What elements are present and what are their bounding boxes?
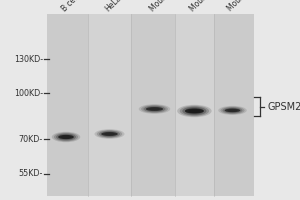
Ellipse shape <box>58 135 74 139</box>
Text: 70KD-: 70KD- <box>19 134 43 144</box>
Ellipse shape <box>61 135 71 139</box>
Ellipse shape <box>58 134 74 140</box>
Text: 130KD-: 130KD- <box>14 54 43 64</box>
FancyBboxPatch shape <box>175 14 214 196</box>
FancyBboxPatch shape <box>214 14 254 196</box>
Ellipse shape <box>223 107 242 114</box>
Ellipse shape <box>104 132 115 136</box>
Ellipse shape <box>101 132 118 136</box>
Text: Mouse brain: Mouse brain <box>148 0 188 13</box>
Ellipse shape <box>185 109 204 113</box>
Ellipse shape <box>94 129 124 139</box>
Text: Mouse kidney: Mouse kidney <box>226 0 270 13</box>
Ellipse shape <box>177 105 212 117</box>
Text: Mouse liver: Mouse liver <box>188 0 226 13</box>
Text: HeLa: HeLa <box>103 0 123 13</box>
Text: GPSM2: GPSM2 <box>267 102 300 112</box>
FancyBboxPatch shape <box>88 14 131 196</box>
Ellipse shape <box>149 107 160 111</box>
Ellipse shape <box>225 109 240 112</box>
Ellipse shape <box>56 133 76 141</box>
Ellipse shape <box>141 105 168 113</box>
Ellipse shape <box>97 130 122 138</box>
Text: B cells: B cells <box>60 0 83 13</box>
Ellipse shape <box>101 131 118 137</box>
Text: 55KD-: 55KD- <box>19 170 43 178</box>
Ellipse shape <box>227 109 238 112</box>
Ellipse shape <box>143 106 166 112</box>
FancyBboxPatch shape <box>46 14 88 196</box>
Text: 100KD-: 100KD- <box>14 88 43 98</box>
Ellipse shape <box>52 132 80 142</box>
Ellipse shape <box>54 133 78 141</box>
Ellipse shape <box>185 108 204 114</box>
Ellipse shape <box>146 106 163 112</box>
Ellipse shape <box>220 107 244 114</box>
Ellipse shape <box>225 108 240 113</box>
FancyBboxPatch shape <box>46 14 253 196</box>
Ellipse shape <box>182 107 206 115</box>
FancyBboxPatch shape <box>131 14 175 196</box>
Ellipse shape <box>139 104 170 114</box>
Ellipse shape <box>218 106 247 115</box>
Ellipse shape <box>188 109 200 113</box>
Ellipse shape <box>146 107 163 111</box>
Ellipse shape <box>180 106 209 116</box>
Ellipse shape <box>99 131 120 137</box>
